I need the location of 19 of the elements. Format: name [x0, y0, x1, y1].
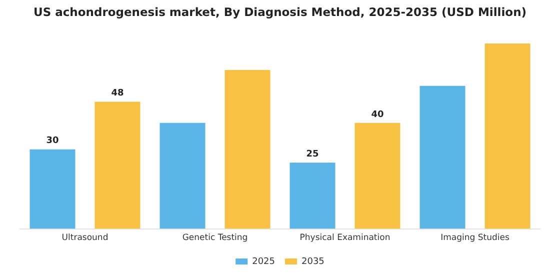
legend-label: 2035 — [302, 256, 324, 267]
bar — [420, 86, 466, 229]
data-label: 25 — [306, 149, 319, 160]
bar — [484, 44, 530, 229]
bar — [30, 149, 76, 229]
legend-label: 2025 — [252, 256, 275, 267]
bar — [224, 70, 270, 229]
data-label: 48 — [111, 88, 124, 99]
x-tick-label: Physical Examination — [300, 233, 390, 244]
data-label: 30 — [46, 136, 59, 146]
bar — [94, 102, 140, 229]
x-tick-label: Ultrasound — [62, 233, 108, 244]
chart-title: US achondrogenesis market, By Diagnosis Method, 2025-2035 (USD Million) — [33, 4, 527, 19]
x-tick-label: Imaging Studies — [440, 233, 510, 244]
bar — [354, 122, 400, 229]
x-tick-label: Genetic Testing — [182, 233, 248, 244]
bar — [290, 162, 336, 229]
data-label: 40 — [371, 110, 384, 120]
bar — [160, 122, 206, 229]
